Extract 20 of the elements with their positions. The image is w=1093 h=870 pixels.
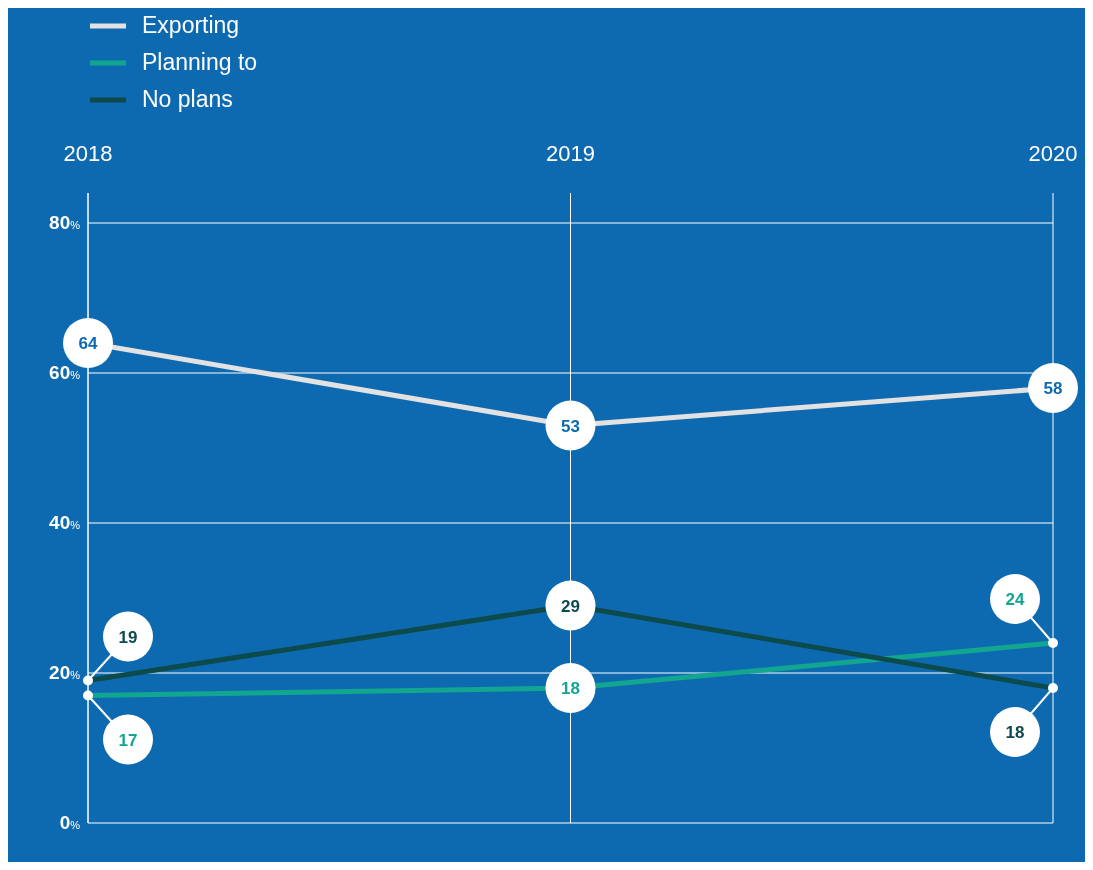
y-tick-label: 60% — [49, 362, 81, 383]
data-label: 64 — [78, 334, 98, 353]
data-label: 18 — [1005, 723, 1025, 742]
y-tick-label: 80% — [49, 212, 81, 233]
legend-label: Planning to — [142, 49, 258, 76]
data-label: 17 — [118, 730, 138, 750]
legend-label: Exporting — [142, 12, 240, 39]
y-tick-label: 0% — [59, 812, 81, 833]
y-tick-label: 40% — [49, 512, 81, 533]
legend-label: No plans — [142, 86, 233, 113]
data-label: 24 — [1005, 590, 1025, 609]
x-tick-label: 2019 — [546, 141, 595, 166]
x-tick-label: 2018 — [63, 141, 113, 166]
data-label: 18 — [561, 679, 580, 698]
data-label: 58 — [1043, 379, 1063, 398]
data-label: 19 — [118, 627, 138, 647]
y-tick-label: 20% — [49, 662, 81, 683]
x-tick-label: 2020 — [1028, 141, 1078, 166]
data-label: 53 — [561, 416, 580, 436]
data-label: 29 — [561, 596, 580, 616]
